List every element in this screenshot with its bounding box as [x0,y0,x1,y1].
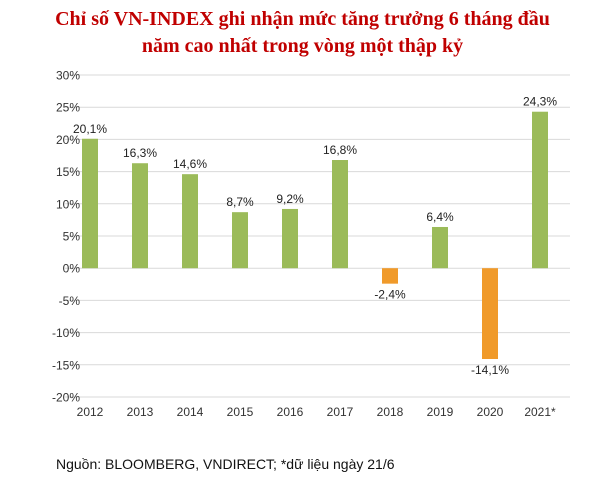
data-label: -14,1% [471,363,509,377]
bar-2021 [532,111,548,269]
y-tick-label: 0% [63,262,81,276]
bar-2015 [232,212,248,269]
y-tick-label: 5% [63,230,81,244]
x-tick-label: 2020 [477,405,504,419]
x-tick-label: 2019 [427,405,454,419]
bar-2014 [182,174,198,269]
y-tick-label: -15% [52,358,80,372]
chart-title-line-1: Chỉ số VN-INDEX ghi nhận mức tăng trưởng… [55,8,550,30]
y-tick-label: 20% [56,133,80,147]
x-tick-label: 2017 [327,405,354,419]
x-tick-label: 2021* [524,405,556,419]
chart-title-line-2: năm cao nhất trong vòng một thập kỷ [141,35,464,57]
bar-2020 [482,268,498,360]
bar-2012 [82,138,98,269]
x-tick-label: 2015 [227,405,254,419]
y-tick-label: 15% [56,165,80,179]
data-label: 9,2% [276,192,304,206]
x-tick-label: 2012 [77,405,104,419]
bar-2016 [282,208,298,269]
x-tick-label: 2016 [277,405,304,419]
data-label: 16,8% [323,143,357,157]
data-label: 8,7% [226,195,254,209]
x-tick-label: 2013 [127,405,154,419]
data-label: 6,4% [426,210,454,224]
x-tick-label: 2018 [377,405,404,419]
y-tick-label: 10% [56,197,80,211]
bar-2017 [332,160,348,269]
x-tick-label: 2014 [177,405,204,419]
data-label: 14,6% [173,157,207,171]
y-tick-label: -20% [52,391,80,405]
data-label: -2,4% [374,288,406,302]
y-tick-label: -10% [52,326,80,340]
bar-2013 [132,163,148,269]
y-tick-label: 30% [56,69,80,83]
data-label: 24,3% [523,95,557,109]
source-note: Nguồn: BLOOMBERG, VNDIRECT; *dữ liệu ngà… [56,456,395,472]
bar-2018 [382,268,398,284]
data-label: 20,1% [73,122,107,136]
data-label: 16,3% [123,146,157,160]
bar-2019 [432,226,448,269]
y-tick-label: 25% [56,101,80,115]
y-tick-label: -5% [59,294,81,308]
